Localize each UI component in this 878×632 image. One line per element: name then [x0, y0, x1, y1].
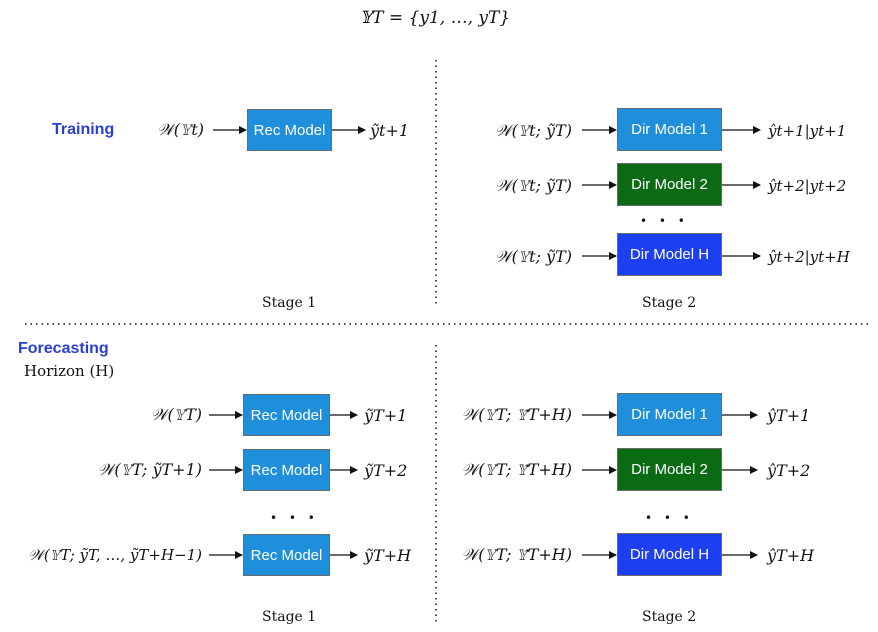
fc-s1-rec-model-box-1: Rec Model: [243, 394, 330, 436]
train-s2-input-2: 𝒲(𝕐t; ỹT): [494, 176, 572, 195]
fc-s1-ellipsis: • • •: [270, 511, 319, 525]
fc-s2-input-1: 𝒲(𝕐T; 𝕐̃T+H): [461, 405, 572, 424]
horizon-label: Horizon (H): [24, 362, 115, 380]
train-s1-rec-model-box: Rec Model: [247, 109, 332, 151]
fc-s1-input-1: 𝒲(𝕐T): [150, 405, 202, 424]
train-s1-output: ỹt+1: [370, 121, 410, 140]
fc-s2-output-3: ŷT+H: [767, 546, 815, 565]
fc-s2-input-3: 𝒲(𝕐T; 𝕐̃T+H): [461, 545, 572, 564]
fc-s1-output-1: ỹT+1: [364, 406, 408, 425]
header-formula: 𝕐T = {y1, …, yT}: [360, 8, 511, 28]
train-s2-output-3: ŷt+2|yt+H: [768, 248, 850, 266]
fc-s2-dir-model-h-box: Dir Model H: [617, 533, 722, 576]
train-s2-output-2: ŷt+2|yt+2: [768, 177, 847, 195]
fc-s1-rec-model-box-2: Rec Model: [243, 449, 330, 491]
train-s2-dir-model-2-box: Dir Model 2: [617, 163, 722, 206]
fc-s2-dir-model-1-box: Dir Model 1: [617, 393, 722, 436]
fc-stage1-label: Stage 1: [262, 609, 317, 625]
training-label: Training: [52, 121, 115, 138]
train-s2-output-1: ŷt+1|yt+1: [768, 122, 847, 140]
train-s2-dir-model-h-box: Dir Model H: [617, 233, 722, 276]
train-s2-input-3: 𝒲(𝕐t; ỹT): [494, 247, 572, 266]
forecasting-label: Forecasting: [18, 340, 109, 357]
train-s2-input-1: 𝒲(𝕐t; ỹT): [494, 121, 572, 140]
fc-s2-input-2: 𝒲(𝕐T; 𝕐̃T+H): [461, 460, 572, 479]
train-stage1-label: Stage 1: [262, 295, 317, 311]
train-s1-input: 𝒲(𝕐t): [157, 120, 204, 139]
fc-s2-ellipsis: • • •: [645, 511, 694, 525]
fc-s1-input-3: 𝒲(𝕐T; ỹT, …, ỹT+H−1): [28, 546, 202, 564]
fc-s1-output-3: ỹT+H: [364, 546, 412, 565]
fc-s2-output-1: ŷT+1: [767, 406, 811, 425]
fc-s2-output-2: ŷT+2: [767, 461, 811, 480]
fc-s1-rec-model-box-3: Rec Model: [243, 534, 330, 576]
train-s2-ellipsis: • • •: [640, 214, 689, 228]
fc-stage2-label: Stage 2: [642, 609, 697, 625]
train-s2-dir-model-1-box: Dir Model 1: [617, 108, 722, 151]
train-stage2-label: Stage 2: [642, 295, 697, 311]
fc-s2-dir-model-2-box: Dir Model 2: [617, 448, 722, 491]
fc-s1-input-2: 𝒲(𝕐T; ỹT+1): [97, 460, 202, 479]
fc-s1-output-2: ỹT+2: [364, 461, 408, 480]
